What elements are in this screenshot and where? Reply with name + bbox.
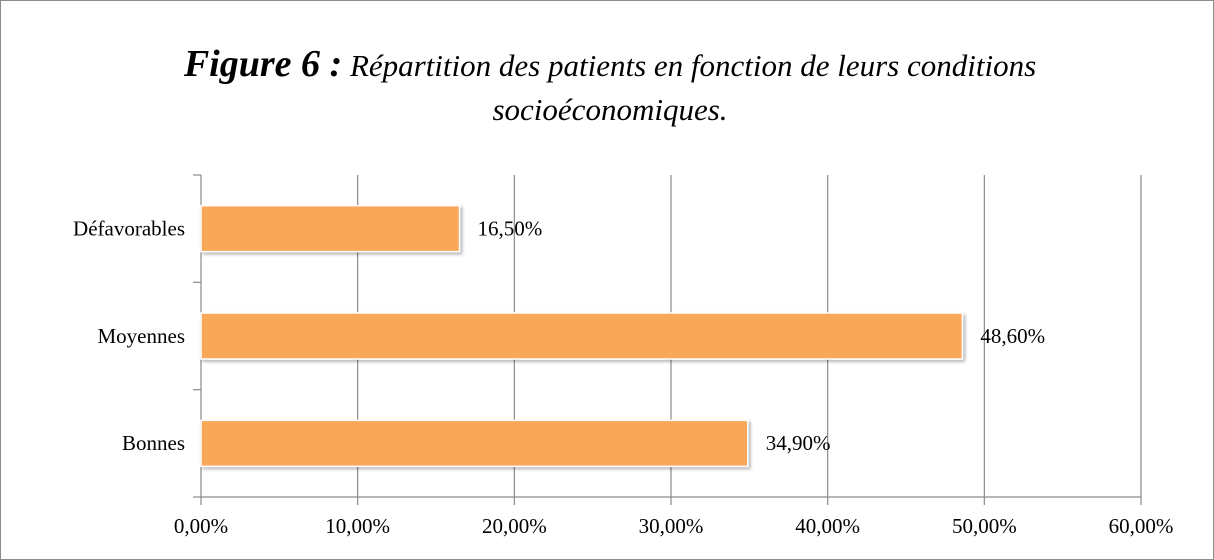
x-tick-label: 60,00%: [1109, 514, 1174, 538]
bar: [200, 204, 461, 253]
x-tick-label: 20,00%: [482, 514, 547, 538]
x-tick-label: 40,00%: [795, 514, 860, 538]
x-tick-label: 50,00%: [952, 514, 1017, 538]
y-tick-label: Bonnes: [122, 431, 185, 455]
y-tick-label: Défavorables: [73, 216, 185, 240]
bar: [200, 419, 749, 468]
data-label: 34,90%: [766, 431, 831, 455]
y-tick-label: Moyennes: [98, 324, 186, 348]
data-label: 48,60%: [980, 324, 1045, 348]
x-tick-label: 10,00%: [325, 514, 390, 538]
x-tick-label: 30,00%: [639, 514, 704, 538]
x-tick-label: 0,00%: [174, 514, 228, 538]
bar: [200, 312, 964, 360]
title-text: Répartition des patients en fonction de …: [349, 48, 1037, 127]
data-label: 16,50%: [478, 216, 543, 240]
title-label: Figure 6 :: [183, 43, 343, 85]
chart-title: Figure 6 : Répartition des patients en f…: [180, 42, 1040, 132]
